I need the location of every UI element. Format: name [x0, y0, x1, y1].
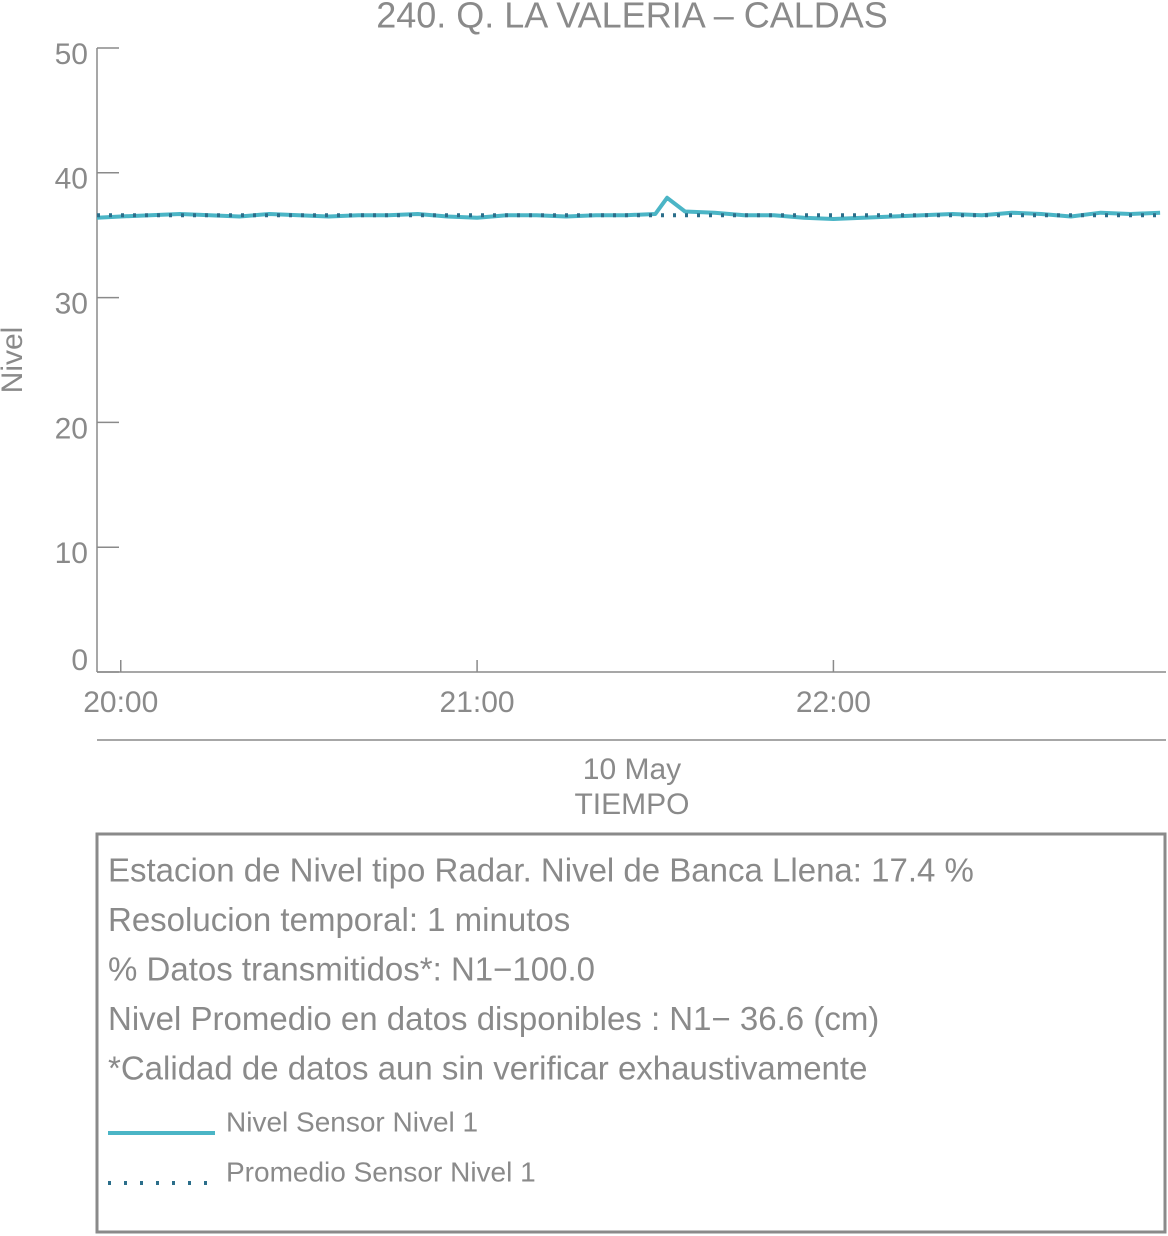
info-text: *Calidad de datos aun sin verificar exha…	[108, 1050, 867, 1087]
x-tick-label: 22:00	[796, 686, 871, 719]
legend-label: Nivel Sensor Nivel 1	[226, 1106, 478, 1137]
y-axis-label: Nivel	[0, 327, 29, 394]
info-text: % Datos transmitidos*: N1−100.0	[108, 951, 595, 988]
y-tick-label: 50	[55, 38, 88, 71]
y-tick-label: 40	[55, 163, 88, 196]
chart-title: 240. Q. LA VALERIA – CALDAS	[376, 0, 888, 36]
info-text: Nivel Promedio en datos disponibles : N1…	[108, 1000, 879, 1037]
y-tick-label: 0	[71, 644, 88, 677]
series-line	[96, 195, 1161, 221]
x-tick-label: 20:00	[83, 686, 158, 719]
info-text: Estacion de Nivel tipo Radar. Nivel de B…	[108, 852, 974, 889]
info-text: Resolucion temporal: 1 minutos	[108, 901, 570, 938]
y-tick-label: 20	[55, 412, 88, 445]
y-tick-label: 10	[55, 537, 88, 570]
x-tick-label: 21:00	[440, 686, 515, 719]
date-label: 10 May	[583, 753, 681, 786]
info-box	[95, 832, 1167, 1234]
legend-label: Promedio Sensor Nivel 1	[226, 1156, 536, 1187]
x-axis-label: TIEMPO	[574, 788, 689, 821]
y-tick-label: 30	[55, 288, 88, 321]
